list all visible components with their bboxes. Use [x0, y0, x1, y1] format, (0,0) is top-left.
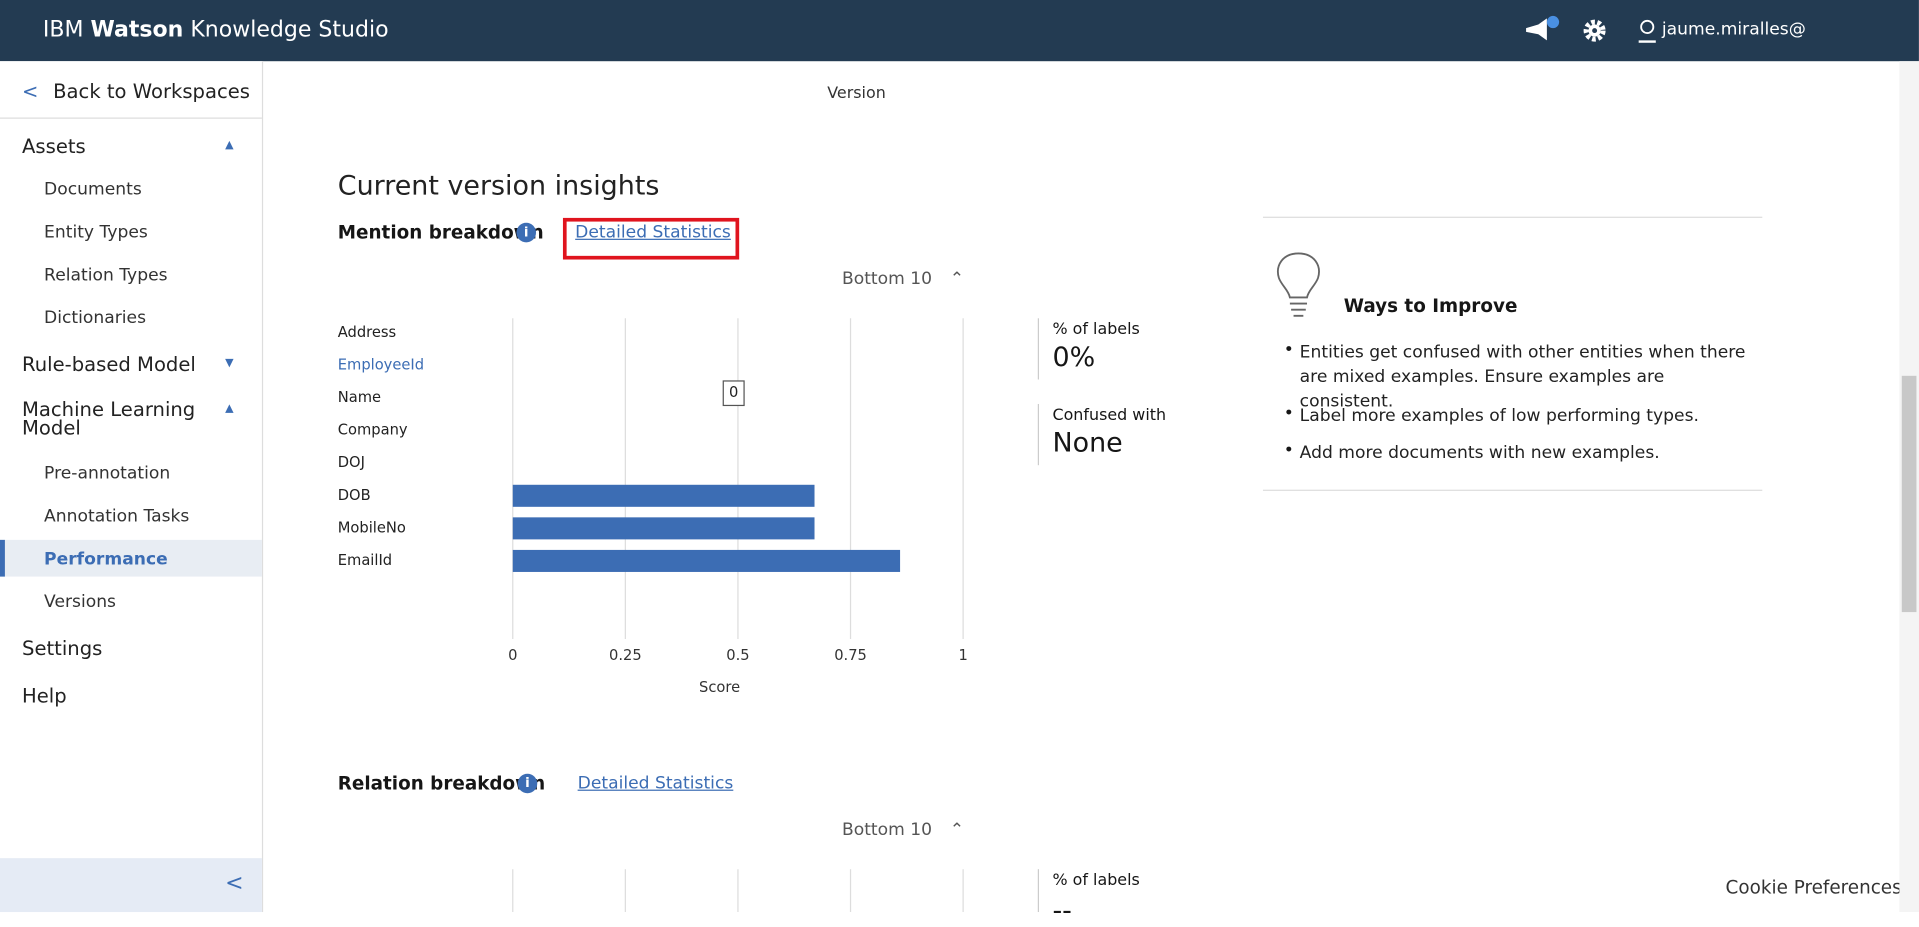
nav-item[interactable]: Documents [44, 179, 142, 200]
toggle[interactable]: Bottom 10 ⌃ [841, 820, 965, 840]
y-tick-label: Address [338, 324, 396, 341]
nav-section[interactable]: Machine Learning Model [22, 397, 196, 440]
header: IBM Watson Knowledge Studio jaume.mirall… [0, 0, 1919, 62]
toggle-text: Bottom 10 [841, 269, 933, 289]
nav-item[interactable]: Relation Types [44, 265, 168, 286]
x-axis-label: Score [699, 679, 740, 696]
nav-item[interactable]: Versions [44, 592, 116, 613]
bar [512, 517, 815, 540]
bullet: • [1283, 340, 1294, 360]
section-title: Current version insights [337, 171, 660, 202]
y-tick-label: EmployeeId [338, 357, 424, 374]
tip: Entities get confused with other entitie… [1299, 342, 1746, 412]
stat-label: % of labels [1052, 871, 1140, 890]
y-tick-label: MobileNo [338, 519, 406, 536]
sidebar: < Back to Workspaces < Assets ▲ Documents En… [0, 61, 264, 913]
x-tick-label: 0 [508, 647, 517, 664]
scroll-thumb[interactable] [1901, 375, 1917, 613]
nav-item[interactable]: Performance [44, 549, 168, 570]
nav-section[interactable]: Settings [22, 636, 103, 660]
divider [0, 117, 262, 119]
nav-item[interactable]: Annotation Tasks [44, 506, 190, 527]
mention-chart: 0 0.25 0.5 0.75 1 Score Address EmployeeId Name C… [338, 318, 968, 696]
cookie-link[interactable]: Cookie Preferences [1725, 876, 1902, 899]
nav-item[interactable]: Entity Types [44, 222, 148, 243]
user-icon[interactable] [1637, 18, 1657, 43]
detail-link[interactable]: Detailed Statistics [575, 222, 731, 243]
relation-heading: Relation breakdown [337, 772, 546, 795]
nav-section[interactable]: Help [22, 684, 67, 708]
x-tick-label: 0.5 [726, 647, 749, 664]
detail-link[interactable]: Detailed Statistics [577, 773, 734, 794]
bullet: • [1283, 440, 1294, 461]
toggle[interactable]: Bottom 10 ⌃ [841, 269, 965, 289]
user-name[interactable]: jaume.miralles@ [1661, 19, 1806, 40]
divider [1262, 216, 1763, 218]
notifications-icon[interactable] [1522, 15, 1561, 47]
nav-section[interactable]: Assets [22, 134, 86, 158]
x-tick-label: 1 [958, 647, 967, 664]
stat-value: None [1052, 428, 1123, 460]
stat-label: Confused with [1052, 406, 1167, 425]
stat-rule [1037, 869, 1040, 913]
toggle-text: Bottom 10 [841, 820, 933, 840]
collapse-bar[interactable]: < [0, 858, 262, 913]
nav-caret[interactable]: ▼ [225, 357, 234, 370]
tip: Add more documents with new examples. [1299, 443, 1660, 463]
nav-item[interactable]: Pre-annotation [44, 463, 171, 484]
x-tick-label: 0.75 [834, 647, 867, 664]
stat-label: % of labels [1052, 320, 1140, 340]
back-link[interactable]: < Back to Workspaces [22, 79, 250, 103]
bar [512, 484, 815, 507]
bar [512, 549, 901, 572]
tip: Label more examples of low performing ty… [1299, 406, 1699, 427]
y-tick-label: DOJ [338, 454, 365, 471]
mention-heading: Mention breakdown [337, 221, 544, 244]
nav-item[interactable]: Dictionaries [44, 308, 147, 329]
settings-icon[interactable] [1582, 18, 1606, 42]
nav-section[interactable]: Rule-based Model [22, 352, 196, 376]
brand-prefix: IBM [42, 17, 84, 43]
nav-caret[interactable]: ▲ [225, 402, 234, 416]
version-label: Version [827, 84, 886, 103]
stat-rule [1037, 403, 1040, 466]
relation-grid [512, 869, 964, 913]
brand[interactable]: IBM Watson Knowledge Studio [43, 17, 389, 43]
bulb-icon [1277, 252, 1320, 317]
tooltip-value: 0 [729, 384, 738, 401]
bullet: • [1283, 403, 1294, 424]
stat-value: 0% [1052, 342, 1096, 374]
info-icon[interactable]: i [516, 222, 537, 243]
highlight-box [562, 217, 740, 260]
divider [1262, 489, 1763, 491]
brand-suffix: Knowledge Studio [190, 17, 389, 43]
brand-bold: Watson [90, 17, 184, 43]
y-tick-label: Name [338, 389, 381, 406]
back-text: Back to Workspaces [53, 79, 250, 103]
y-tick-label: Company [338, 422, 408, 439]
y-tick-label: DOB [338, 487, 371, 504]
y-tick-label: EmailId [338, 552, 392, 569]
x-tick-label: 0.25 [609, 647, 642, 664]
nav-caret[interactable]: ▲ [225, 139, 234, 152]
stat-value: -- [1052, 896, 1072, 927]
tips-title: Ways to Improve [1343, 295, 1518, 318]
info-icon[interactable]: i [517, 773, 538, 794]
stat-rule [1037, 318, 1040, 380]
nav-selected [0, 539, 262, 577]
scrollbar[interactable] [1899, 61, 1919, 913]
tooltip-box [722, 380, 745, 407]
